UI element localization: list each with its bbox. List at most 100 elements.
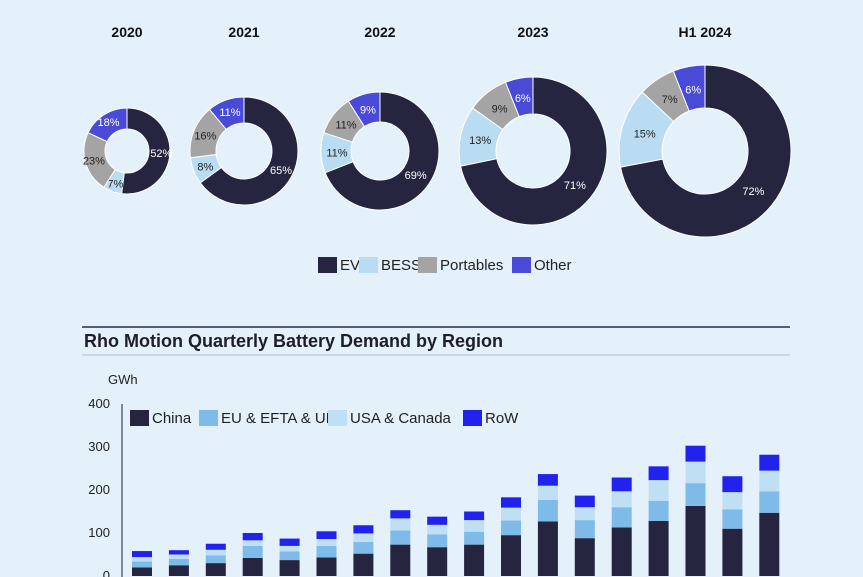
legend-swatch-china — [130, 410, 149, 426]
donut-slice-ev — [199, 96, 299, 206]
bar-chart-title: Rho Motion Quarterly Battery Demand by R… — [84, 331, 503, 351]
legend-swatch-eu-efta-uk — [199, 410, 218, 426]
bar-segment-usa-canada — [390, 518, 411, 531]
donut-2020: 2020 52% 7%23% 18% — [83, 24, 173, 195]
bar-segment-row — [132, 551, 152, 558]
legend-swatch-row — [463, 410, 482, 426]
slice-label-bess: 11% — [326, 147, 347, 159]
legend-swatch-bess — [359, 257, 378, 273]
legend-swatch-usa-canada — [328, 410, 347, 426]
legend-label-other: Other — [534, 257, 572, 274]
bar-segment-eu-efta-uk — [316, 545, 337, 558]
bar-segment-china — [168, 565, 189, 576]
bar-segment-china — [685, 505, 706, 576]
bar-segment-usa-canada — [685, 461, 706, 484]
bar-segment-row — [242, 533, 263, 541]
slice-label-portables: 9% — [492, 104, 508, 116]
slice-label-ev: 52% — [150, 148, 172, 160]
legend-swatch-ev — [318, 257, 337, 273]
bar-segment-eu-efta-uk — [279, 551, 300, 561]
legend-label-eu-efta-uk: EU & EFTA & UK — [221, 410, 336, 427]
bar-segment-usa-canada — [501, 507, 521, 521]
donut-2023: 2023 71% 13% 9% 6% — [458, 24, 608, 226]
bar-segment-china — [537, 521, 558, 576]
bar-segment-china — [353, 553, 374, 576]
legend-label-portables: Portables — [440, 257, 503, 274]
bar-segment-eu-efta-uk — [205, 555, 226, 564]
donut-slice-other — [672, 64, 706, 112]
slice-label-bess: 13% — [469, 135, 491, 147]
donut-h1-2024: H1 2024 72% 15% 7% 6% — [618, 24, 792, 238]
bar-segment-row — [574, 495, 595, 508]
bar-segment-china — [611, 527, 632, 576]
y-axis-unit-label: GWh — [108, 372, 138, 387]
legend-swatch-portables — [418, 257, 437, 273]
bar-segment-row — [353, 525, 374, 534]
bar-segment-usa-canada — [316, 539, 337, 546]
y-tick-label: 400 — [88, 396, 110, 411]
bar-segment-usa-canada — [279, 545, 300, 552]
bar-segment-china — [279, 560, 300, 576]
bar-segment-row — [685, 445, 706, 462]
bar-segment-usa-canada — [168, 554, 189, 559]
bar-segment-row — [537, 474, 558, 486]
donut-2021: 2021 65% 8% 16%11% — [189, 24, 299, 206]
bar-segment-usa-canada — [205, 549, 226, 556]
slice-label-other: 11% — [219, 107, 240, 119]
bar-segment-usa-canada — [353, 533, 374, 543]
legend-label-china: China — [152, 410, 192, 427]
donut-2022: 2022 69% 11% 11% 9% — [320, 24, 440, 211]
bar-segment-row — [390, 510, 411, 519]
bar-segment-usa-canada — [722, 492, 743, 510]
bar-segment-eu-efta-uk — [168, 558, 189, 566]
bar-segment-row — [316, 531, 337, 540]
legend-label-row: RoW — [485, 410, 519, 427]
slice-label-other: 6% — [685, 84, 701, 96]
y-tick-label: 300 — [88, 439, 110, 454]
bar-segment-china — [574, 538, 595, 576]
bar-legend: China EU & EFTA & UK USA & Canada RoW — [130, 410, 519, 427]
bar-segment-eu-efta-uk — [390, 530, 411, 545]
y-axis: 0 100 200 300 400 — [88, 396, 123, 577]
y-tick-label: 200 — [88, 482, 110, 497]
donut-slice-ev — [121, 107, 171, 195]
donut-slice-other — [504, 76, 534, 118]
bar-segment-eu-efta-uk — [464, 531, 485, 545]
bar-segment-row — [168, 550, 189, 555]
donut-slice-ev — [459, 76, 608, 226]
bar-segment-china — [722, 528, 743, 576]
donut-title: 2020 — [111, 24, 142, 40]
bar-segment-usa-canada — [537, 485, 558, 500]
bar-segment-china — [648, 520, 669, 576]
bar-segment-eu-efta-uk — [132, 561, 152, 568]
slice-label-other: 6% — [515, 93, 531, 105]
slice-label-other: 9% — [360, 105, 376, 117]
donut-title: 2023 — [517, 24, 548, 40]
bar-segment-china — [464, 544, 485, 576]
bar-segment-eu-efta-uk — [242, 545, 263, 558]
donut-title: H1 2024 — [679, 24, 732, 40]
slice-label-ev: 69% — [405, 170, 427, 182]
slice-label-portables: 11% — [335, 120, 356, 132]
bar-segment-usa-canada — [242, 540, 263, 546]
bar-segment-china — [501, 535, 521, 576]
slice-label-other: 18% — [98, 117, 120, 129]
bar-segment-china — [316, 557, 337, 576]
bar-segment-usa-canada — [427, 524, 448, 535]
bar-segment-row — [759, 454, 780, 471]
donut-slice-ev — [619, 64, 792, 238]
donut-slice-other — [87, 107, 128, 143]
slice-label-bess: 8% — [197, 161, 213, 173]
bar-segment-china — [427, 547, 448, 576]
bar-segment-usa-canada — [648, 480, 669, 501]
legend-swatch-other — [512, 257, 531, 273]
bar-segment-eu-efta-uk — [648, 500, 669, 521]
bar-segment-eu-efta-uk — [427, 534, 448, 548]
donut-title: 2021 — [228, 24, 259, 40]
y-tick-label: 100 — [88, 525, 110, 540]
bar-segment-row — [205, 543, 226, 550]
donut-slice-other — [208, 96, 245, 131]
legend-label-usa-canada: USA & Canada — [350, 410, 452, 427]
